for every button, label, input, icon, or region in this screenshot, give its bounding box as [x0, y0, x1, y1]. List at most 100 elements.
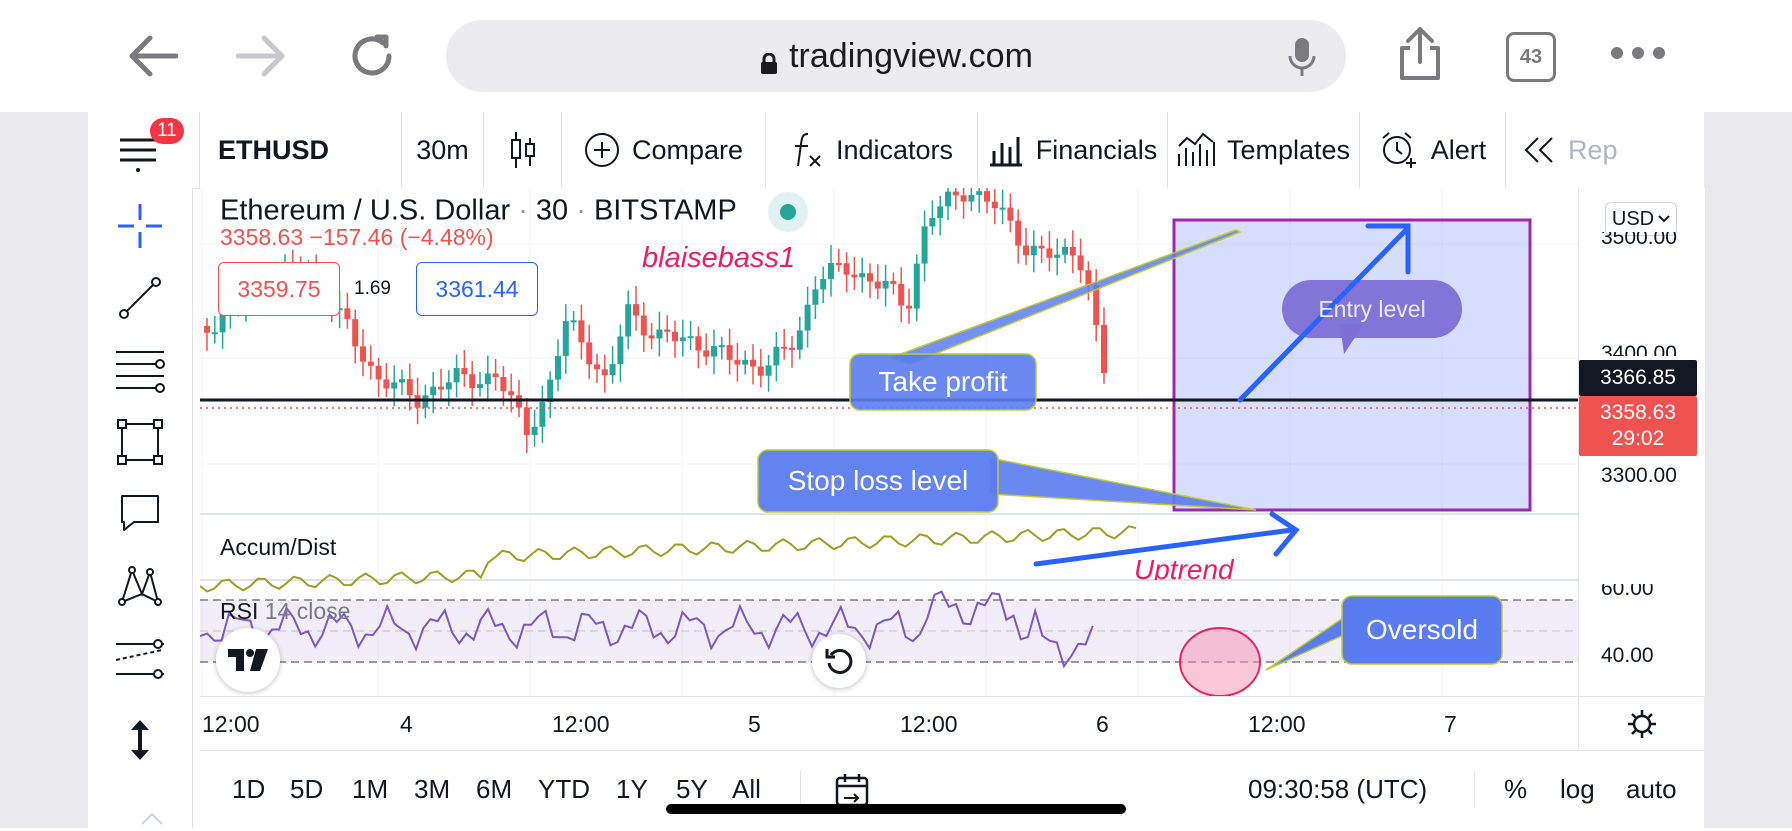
- tabs-button[interactable]: 43: [1506, 32, 1556, 82]
- log-scale-toggle[interactable]: log: [1560, 773, 1595, 804]
- entry-level-bubble[interactable]: [1282, 280, 1462, 338]
- candle-body: [882, 280, 889, 289]
- templates-button[interactable]: Templates: [1168, 112, 1360, 188]
- candle-body: [633, 304, 639, 316]
- time-axis[interactable]: 12:00 4 12:00 5 12:00 6 12:00 7: [200, 696, 1704, 751]
- candle-body: [711, 345, 717, 357]
- reload-button[interactable]: [340, 24, 404, 88]
- financials-button[interactable]: Financials: [978, 112, 1168, 188]
- alert-label: Alert: [1430, 134, 1487, 165]
- function-icon: [794, 133, 821, 167]
- candle-body: [672, 331, 678, 342]
- candle-body: [921, 226, 928, 264]
- sell-button[interactable]: 3359.75: [218, 262, 340, 316]
- target-zone-box[interactable]: [1172, 218, 1532, 512]
- candle-body: [742, 359, 749, 365]
- pattern-icon: [118, 566, 162, 606]
- candle-body: [867, 273, 873, 282]
- candle-body: [679, 337, 686, 342]
- indicators-label: Indicators: [835, 134, 954, 165]
- candle-body: [929, 218, 936, 227]
- candle-body: [945, 191, 951, 207]
- compare-button[interactable]: Compare: [562, 112, 766, 188]
- interval-selector[interactable]: 30m: [402, 112, 484, 188]
- time-label: 12:00: [202, 711, 260, 737]
- range-1y-button[interactable]: 1Y: [616, 773, 648, 804]
- range-all-button[interactable]: All: [732, 773, 761, 804]
- rsi-legend[interactable]: RSI 14 close: [220, 598, 350, 625]
- more-button[interactable]: [1610, 46, 1666, 65]
- candle-body: [430, 386, 437, 396]
- back-button[interactable]: [120, 24, 184, 88]
- candle-body: [211, 332, 218, 335]
- measure-tool[interactable]: [88, 710, 192, 770]
- chart-type-button[interactable]: [484, 112, 562, 188]
- symbol-legend[interactable]: Ethereum / U.S. Dollar · 30 · BITSTAMP: [220, 192, 809, 232]
- percent-scale-toggle[interactable]: %: [1504, 773, 1528, 804]
- range-6m-button[interactable]: 6M: [476, 773, 513, 804]
- range-1d-button[interactable]: 1D: [232, 773, 266, 804]
- currency-selector[interactable]: USD: [1605, 202, 1677, 236]
- notification-badge: 11: [150, 118, 184, 144]
- microphone-icon[interactable]: [1288, 36, 1316, 87]
- rsi-name: RSI: [220, 598, 259, 624]
- financials-label: Financials: [1035, 134, 1158, 165]
- range-5y-button[interactable]: 5Y: [676, 773, 708, 804]
- forecast-icon: [115, 639, 164, 679]
- candle-body: [367, 361, 374, 366]
- price-label-3500: 3500.00: [1601, 232, 1677, 244]
- reset-chart-button[interactable]: [812, 634, 866, 688]
- indicators-button[interactable]: Indicators: [766, 112, 978, 188]
- accum-dist-legend[interactable]: Accum/Dist: [220, 534, 337, 560]
- crosshair-tool[interactable]: [88, 196, 192, 256]
- reload-icon: [352, 34, 392, 76]
- time-label: 4: [400, 711, 413, 737]
- market-status-icon[interactable]: [768, 192, 809, 232]
- utc-clock[interactable]: 09:30:58 (UTC): [1248, 773, 1428, 804]
- go-to-date-button[interactable]: [834, 772, 870, 813]
- oversold-bubble[interactable]: [1341, 595, 1503, 665]
- compare-label: Compare: [631, 134, 744, 165]
- shape-tool[interactable]: [88, 412, 192, 472]
- range-1m-button[interactable]: 1M: [352, 773, 389, 804]
- author-watermark: blaisebass1: [642, 242, 796, 274]
- prediction-tool[interactable]: [88, 628, 192, 688]
- auto-scale-toggle[interactable]: auto: [1626, 773, 1677, 804]
- replay-button[interactable]: Rep: [1506, 112, 1704, 188]
- candle-body: [555, 355, 561, 380]
- collapse-chevron-icon[interactable]: [140, 812, 164, 831]
- main-menu-button[interactable]: 11: [88, 112, 200, 188]
- take-profit-bubble[interactable]: [849, 353, 1037, 411]
- home-indicator: [666, 804, 1126, 814]
- tradingview-logo[interactable]: [216, 628, 280, 692]
- candle-body: [664, 329, 671, 332]
- candle-body: [586, 342, 593, 365]
- candle-body: [625, 304, 632, 337]
- buy-button[interactable]: 3361.44: [416, 262, 538, 316]
- candle-body: [804, 304, 811, 331]
- forward-button[interactable]: [230, 24, 294, 88]
- price-axis[interactable]: USD 3500.00 3400.00 3300.00 3366.85 3358…: [1578, 188, 1705, 696]
- pattern-tool[interactable]: [88, 556, 192, 616]
- fib-tool[interactable]: [88, 340, 192, 400]
- share-button[interactable]: [1396, 26, 1444, 87]
- pane-separators: [200, 513, 1578, 581]
- address-bar[interactable]: tradingview.com: [446, 20, 1346, 92]
- trend-line-tool[interactable]: [88, 268, 192, 328]
- chart-pane[interactable]: Ethereum / U.S. Dollar · 30 · BITSTAMP 3…: [199, 173, 1578, 697]
- range-3m-button[interactable]: 3M: [414, 773, 451, 804]
- range-divider: [800, 770, 801, 808]
- symbol-search[interactable]: ETHUSD: [200, 112, 402, 188]
- range-ytd-button[interactable]: YTD: [538, 773, 590, 804]
- annotation-tool[interactable]: [88, 484, 192, 544]
- candle-body: [383, 379, 390, 389]
- candle-body: [890, 280, 897, 284]
- alert-button[interactable]: Alert: [1360, 112, 1506, 188]
- templates-label: Templates: [1226, 134, 1351, 165]
- stop-loss-bubble[interactable]: [757, 449, 999, 513]
- range-5d-button[interactable]: 5D: [290, 773, 324, 804]
- candle-body: [617, 336, 624, 365]
- price-chart[interactable]: [199, 173, 1578, 697]
- candle-body: [991, 201, 998, 209]
- chart-settings-button[interactable]: [1578, 697, 1705, 751]
